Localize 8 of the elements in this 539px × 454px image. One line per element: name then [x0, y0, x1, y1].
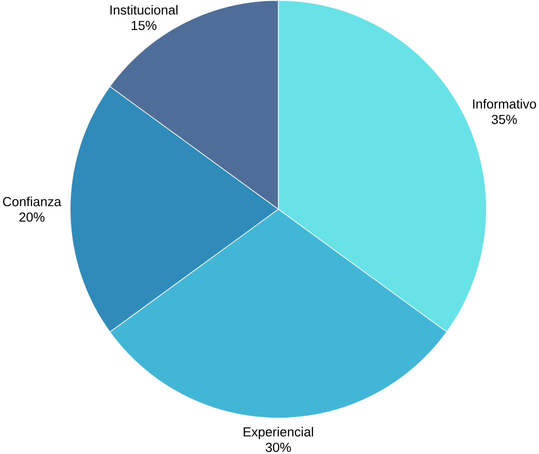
data-label: 30% [266, 442, 291, 452]
data-label: 15% [132, 20, 156, 30]
slice-label: Confianza [3, 196, 62, 206]
data-label: 20% [19, 212, 44, 222]
data-label: 35% [492, 114, 517, 124]
slice-label: Informativo [473, 98, 536, 108]
slice-label: Institucional [110, 4, 178, 14]
slice-label: Experiencial [244, 426, 314, 439]
